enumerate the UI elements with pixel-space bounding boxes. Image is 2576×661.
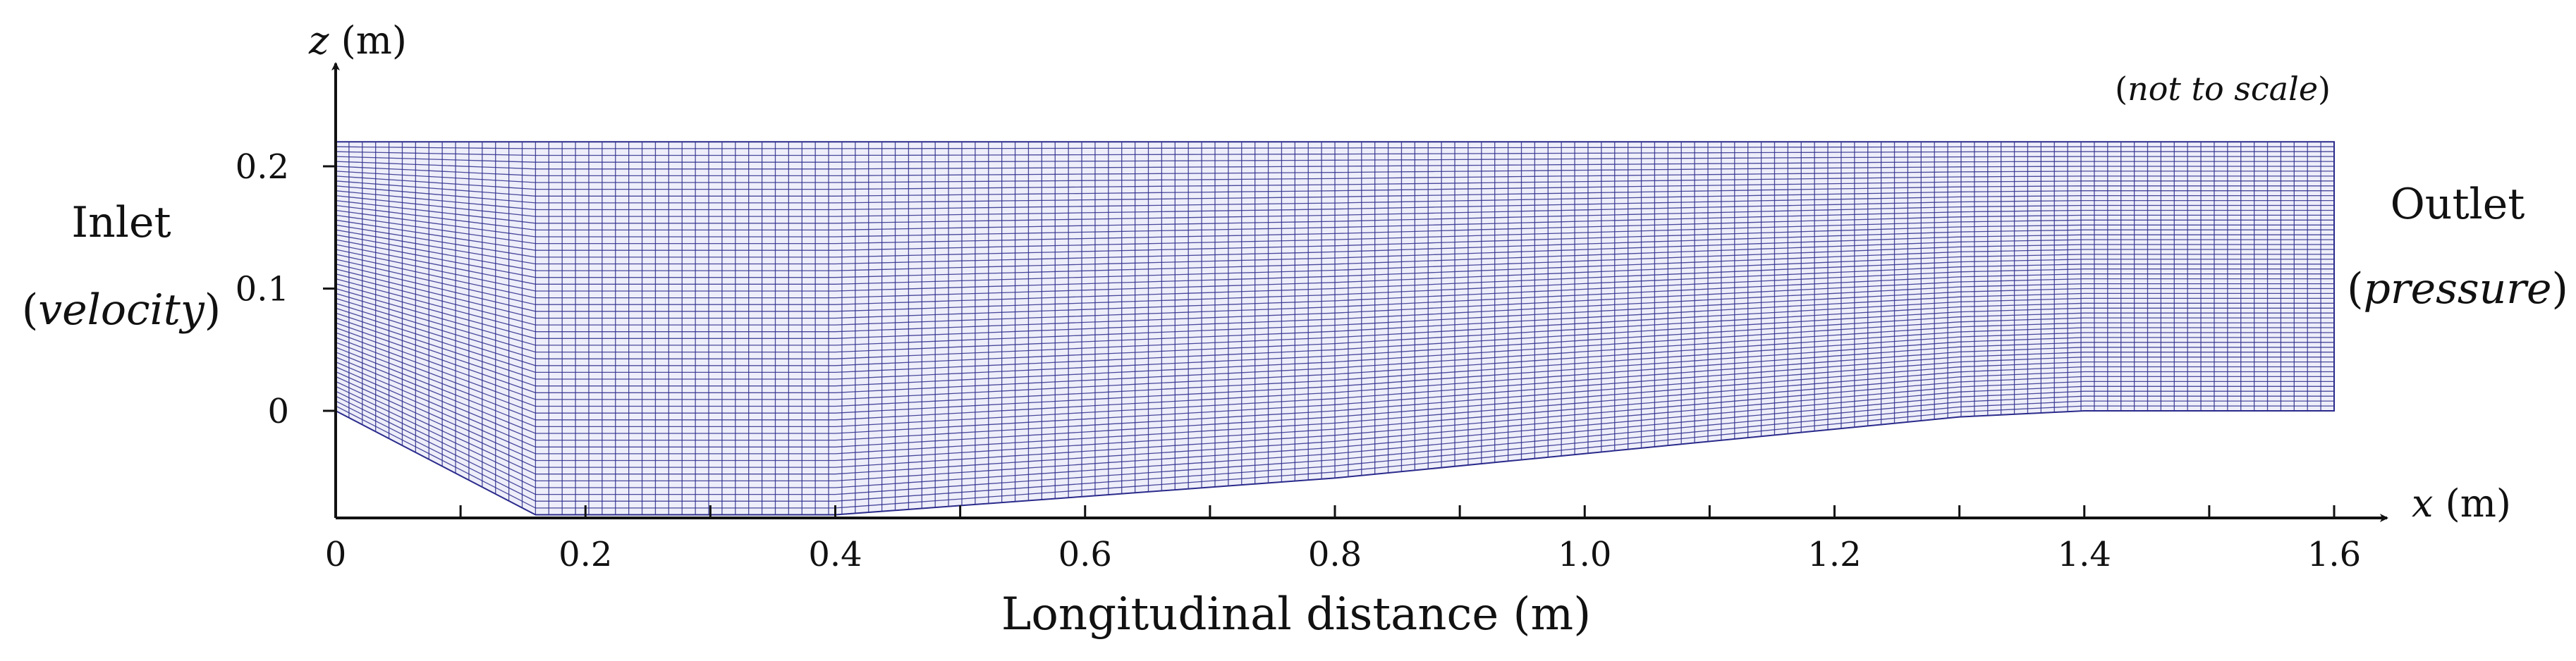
mesh-row-line (335, 288, 2334, 346)
mesh-row-line (335, 381, 2334, 475)
mesh-row-line (335, 224, 2334, 258)
x-tick-label: 1.4 (2058, 535, 2111, 574)
mesh-row-line (335, 292, 2334, 353)
mesh-row-line (335, 146, 2334, 149)
mesh-row-line (335, 297, 2334, 359)
x-tick-label: 0.8 (1308, 535, 1362, 574)
mesh-row-line (335, 171, 2334, 183)
mesh-row-line (335, 175, 2334, 190)
mesh-row-line (335, 395, 2334, 495)
mesh-row-line (335, 327, 2334, 400)
x-tick-label: 0.6 (1058, 535, 1112, 574)
x-tick-label: 1.2 (1807, 535, 1861, 574)
mesh-row-line (335, 337, 2334, 414)
mesh-row-line (335, 352, 2334, 434)
x-tick-label: 1.6 (2307, 535, 2361, 574)
mesh-column-lines (335, 142, 2335, 515)
mesh-row-line (335, 229, 2334, 265)
mesh-row-line (335, 180, 2334, 197)
mesh-row-line (335, 209, 2334, 237)
mesh-row-line (335, 244, 2334, 285)
mesh-row-line (335, 366, 2334, 455)
mesh-row-line (335, 283, 2334, 339)
mesh-row-line (335, 194, 2334, 217)
mesh-row-line (335, 166, 2334, 177)
x-tick-label: 0 (325, 535, 347, 574)
x-axis-ticks: 0 0.2 0.4 0.6 0.8 1.0 1.2 1.4 1.6 (325, 505, 2361, 574)
z-tick-label: 0 (267, 392, 289, 431)
mesh-row-line (335, 400, 2334, 502)
outlet-label: Outlet (2391, 180, 2525, 229)
mesh-row-line (335, 302, 2334, 366)
z-axis-symbol-label: z (m) (308, 18, 407, 63)
x-tick-label: 0.2 (558, 535, 612, 574)
mesh-row-line (335, 410, 2334, 516)
mesh-row-line (335, 405, 2334, 509)
computational-mesh (335, 141, 2335, 516)
mesh-row-line (335, 376, 2334, 468)
mesh-row-line (335, 156, 2334, 163)
mesh-row-line (335, 317, 2334, 387)
z-axis-ticks: 0 0.1 0.2 (236, 147, 336, 431)
mesh-row-line (335, 361, 2334, 447)
axes: 0 0.2 0.4 0.6 0.8 1.0 1.2 1.4 1.6 0 0.1 0.2 (236, 62, 2388, 574)
mesh-row-line (335, 259, 2334, 305)
mesh-row-line (335, 342, 2334, 421)
mesh-row-line (335, 214, 2334, 245)
z-tick-label: 0.1 (236, 270, 289, 309)
mesh-row-line (335, 254, 2334, 299)
mesh-row-line (335, 268, 2334, 319)
inlet-label: Inlet (71, 198, 171, 247)
mesh-row-line (335, 357, 2334, 441)
x-axis-symbol-label: x (m) (2412, 481, 2511, 526)
x-axis-title: Longitudinal distance (m) (1001, 588, 1591, 641)
outlet-boundary-type: (pressure) (2347, 264, 2568, 314)
x-tick-label: 0.4 (808, 535, 862, 574)
mesh-row-line (335, 151, 2334, 156)
mesh-row-line (335, 307, 2334, 373)
mesh-row-line (335, 204, 2334, 231)
not-to-scale-note: (not to scale) (2115, 70, 2331, 108)
mesh-row-line (335, 278, 2334, 333)
mesh-row-lines (335, 141, 2334, 516)
inlet-boundary-type: (velocity) (22, 285, 221, 335)
mesh-row-line (335, 312, 2334, 380)
mesh-row-line (335, 371, 2334, 462)
mesh-row-line (335, 239, 2334, 278)
mesh-row-line (335, 385, 2334, 482)
mesh-row-line (335, 347, 2334, 428)
x-tick-label: 1.0 (1558, 535, 1611, 574)
mesh-row-line (335, 273, 2334, 326)
mesh-row-line (335, 219, 2334, 251)
mesh-row-line (335, 190, 2334, 211)
mesh-row-line (335, 390, 2334, 488)
mesh-row-line (335, 199, 2334, 224)
mesh-row-line (335, 249, 2334, 292)
mesh-row-line (335, 161, 2334, 170)
mesh-row-line (335, 185, 2334, 204)
mesh-row-line (335, 332, 2334, 407)
mesh-row-line (335, 264, 2334, 312)
mesh-row-line (335, 234, 2334, 271)
mesh-row-line (335, 322, 2334, 393)
z-tick-label: 0.2 (236, 147, 289, 187)
